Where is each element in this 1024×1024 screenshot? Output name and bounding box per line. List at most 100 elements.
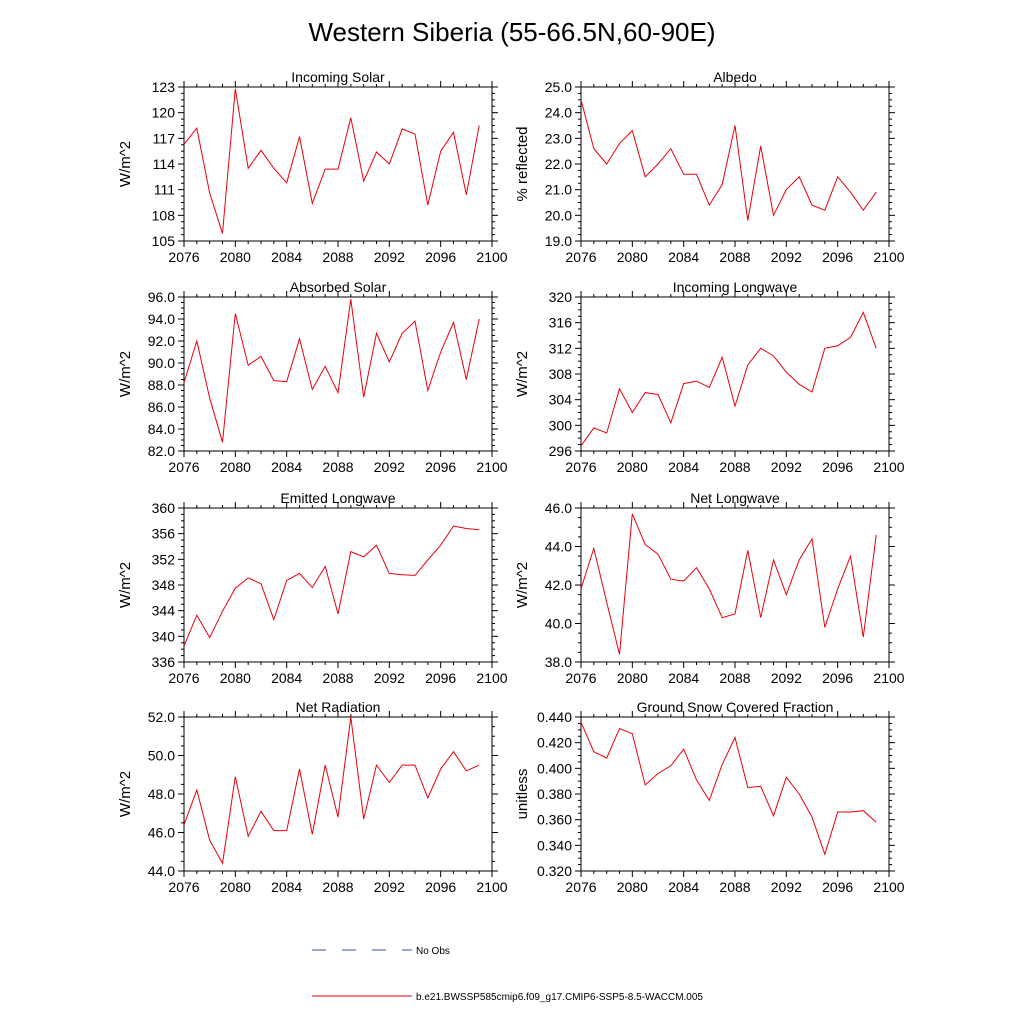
x-tick-label: 2084 [271,670,302,686]
legend-model-label: b.e21.BWSSP585cmip6.f09_g17.CMIP6-SSP5-8… [416,992,703,1003]
y-tick-label: 348 [152,577,176,593]
series-line-0 [183,525,480,647]
x-tick-label: 2076 [565,670,596,686]
plot-frame [580,296,890,452]
figure-title: Western Siberia (55-66.5N,60-90E) [308,17,715,47]
plot-frame [183,296,493,452]
panels: Incoming Solar W/m^2 105 108 111 114 117 120 123… [117,69,905,895]
panel-6: Net Radiation W/m^2 44.0 46.0 48.0 50.0 52.0 20… [117,699,508,895]
x-tick-label: 2080 [617,879,648,895]
x-tick-label: 2100 [873,249,904,265]
plot-frame [580,716,890,872]
y-tick-label: 111 [154,182,175,198]
plot-frame [580,86,890,242]
x-tick-label: 2092 [771,459,802,475]
y-tick-label: 38.0 [545,654,572,670]
y-axis-label: % reflected [514,126,531,201]
x-tick-label: 2076 [168,249,199,265]
x-tick-label: 2080 [220,249,251,265]
y-tick-label: 94.0 [148,311,175,327]
x-tick-label: 2084 [668,879,699,895]
y-axis-label: W/m^2 [117,351,134,397]
y-tick-label: 336 [152,654,176,670]
series-line-0 [580,721,877,856]
x-tick-label: 2100 [873,670,904,686]
x-tick-label: 2088 [719,459,750,475]
y-tick-label: 316 [549,315,573,331]
x-tick-label: 2080 [617,670,648,686]
y-tick-label: 0.400 [537,760,572,776]
x-tick-label: 2100 [873,879,904,895]
x-tick-label: 2088 [719,879,750,895]
y-tick-label: 90.0 [148,355,175,371]
y-tick-label: 19.0 [545,233,572,249]
y-tick-label: 308 [549,366,573,382]
x-tick-label: 2080 [220,459,251,475]
y-axis-label: unitless [514,769,531,820]
x-tick-label: 2100 [873,459,904,475]
y-tick-label: 0.360 [537,812,572,828]
x-tick-label: 2096 [425,459,456,475]
y-tick-label: 48.0 [148,786,175,802]
x-tick-label: 2100 [476,879,507,895]
x-tick-label: 2080 [617,459,648,475]
series-line-0 [183,299,480,443]
y-tick-label: 20.0 [545,207,572,223]
x-tick-label: 2080 [220,670,251,686]
plot-frame [183,507,493,663]
y-tick-label: 296 [549,443,573,459]
y-tick-label: 352 [152,551,176,567]
x-tick-label: 2100 [476,670,507,686]
y-axis-label: W/m^2 [514,562,531,608]
panel-2: Absorbed Solar W/m^2 82.0 84.0 86.0 88.0 90.0 9… [117,279,508,475]
y-tick-label: 0.420 [537,735,572,751]
x-tick-label: 2092 [771,670,802,686]
x-tick-label: 2088 [322,459,353,475]
x-tick-label: 2088 [719,670,750,686]
panel-title: Incoming Longwave [673,279,798,295]
y-tick-label: 96.0 [148,289,175,305]
legend: No Obs b.e21.BWSSP585cmip6.f09_g17.CMIP6… [312,946,703,1003]
panel-title: Net Radiation [296,699,381,715]
plot-frame [183,86,493,242]
series-line-0 [580,311,877,447]
x-tick-label: 2096 [822,249,853,265]
x-tick-label: 2100 [476,459,507,475]
x-tick-label: 2092 [374,459,405,475]
y-tick-label: 25.0 [545,79,572,95]
y-tick-label: 123 [152,79,176,95]
x-tick-label: 2092 [771,879,802,895]
y-tick-label: 86.0 [148,399,175,415]
x-tick-label: 2076 [168,459,199,475]
plot-frame [183,716,493,872]
y-tick-label: 304 [549,392,573,408]
x-tick-label: 2084 [271,249,302,265]
y-tick-label: 44.0 [545,539,572,555]
y-tick-label: 320 [549,289,573,305]
x-tick-label: 2084 [271,459,302,475]
x-tick-label: 2092 [771,249,802,265]
panel-title: Absorbed Solar [290,279,387,295]
panel-title: Incoming Solar [291,69,385,85]
series-line-0 [183,716,480,865]
y-tick-label: 46.0 [545,500,572,516]
panel-title: Net Longwave [690,490,780,506]
y-tick-label: 23.0 [545,130,572,146]
x-tick-label: 2096 [822,459,853,475]
y-tick-label: 44.0 [148,863,175,879]
x-tick-label: 2084 [668,670,699,686]
y-tick-label: 24.0 [545,105,572,121]
x-tick-label: 2076 [168,670,199,686]
y-tick-label: 21.0 [545,182,572,198]
plot-frame [580,507,890,663]
y-tick-label: 82.0 [148,443,175,459]
y-tick-label: 360 [152,500,176,516]
x-tick-label: 2084 [668,459,699,475]
x-tick-label: 2088 [322,249,353,265]
y-tick-label: 0.340 [537,837,572,853]
x-tick-label: 2080 [617,249,648,265]
y-tick-label: 22.0 [545,156,572,172]
panel-5: Net Longwave W/m^2 38.0 40.0 42.0 44.0 46.0 207… [514,490,905,686]
y-tick-label: 340 [152,628,176,644]
